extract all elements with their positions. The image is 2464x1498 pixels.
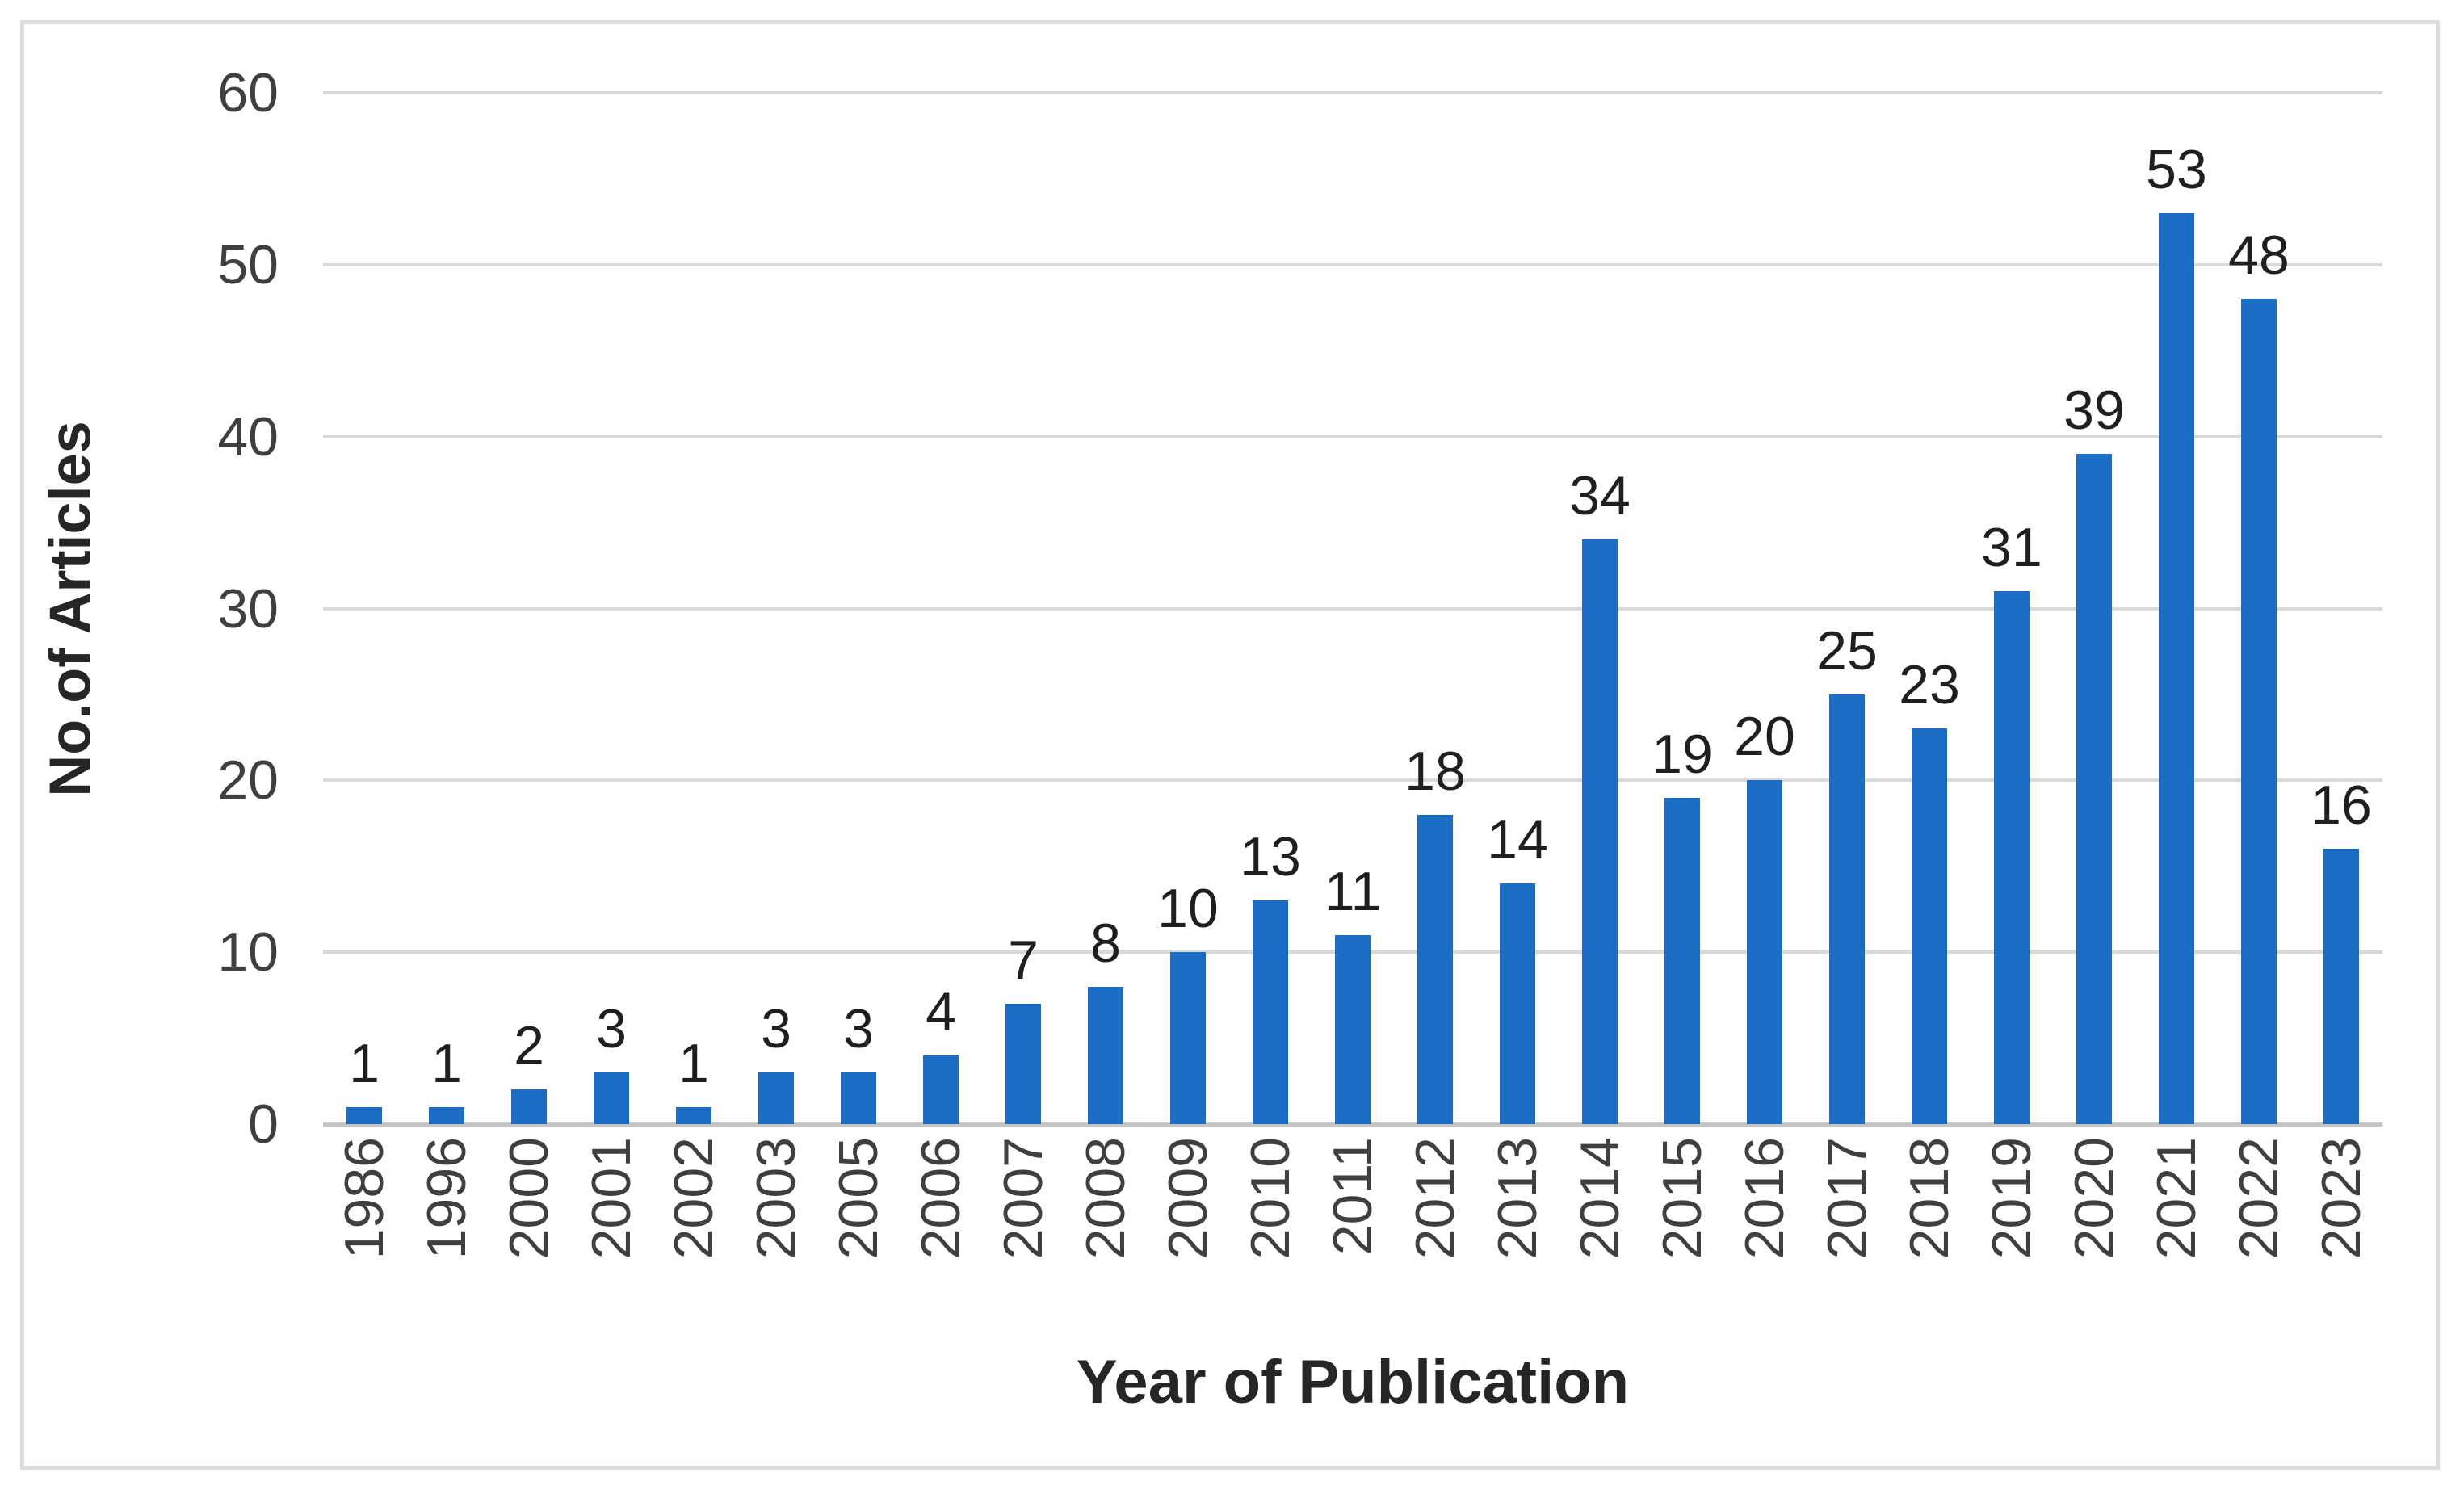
bar [923, 1055, 959, 1124]
bar-value-label: 31 [1981, 517, 2042, 579]
y-tick-label: 20 [217, 749, 279, 812]
bar-value-label: 4 [926, 980, 956, 1043]
bar [1005, 1004, 1041, 1124]
y-tick-label: 10 [217, 921, 279, 984]
bar [2241, 299, 2277, 1124]
bar [346, 1106, 382, 1124]
x-tick-label: 2009 [1157, 1137, 1219, 1260]
bar [2159, 212, 2194, 1124]
x-tick-label: 2002 [663, 1137, 724, 1260]
x-axis-title: Year of Publication [1076, 1348, 1630, 1416]
bar-value-label: 11 [1324, 860, 1382, 922]
gridline [323, 606, 2382, 611]
x-tick-label: 2003 [745, 1137, 807, 1260]
chart-frame [20, 20, 2440, 1470]
x-tick-label: 2015 [1652, 1137, 1713, 1260]
gridline [323, 91, 2382, 94]
bar-value-label: 14 [1487, 809, 1548, 871]
x-axis-baseline [323, 1122, 2382, 1127]
gridline [323, 778, 2382, 783]
bar-value-label: 3 [843, 998, 874, 1060]
x-tick-label: 1996 [416, 1137, 477, 1260]
bar [429, 1106, 464, 1124]
bar [1335, 934, 1371, 1124]
bar [1994, 591, 2030, 1124]
y-tick-label: 40 [217, 405, 279, 468]
bar-value-label: 3 [596, 998, 627, 1060]
gridline [323, 434, 2382, 438]
x-tick-label: 2014 [1569, 1137, 1631, 1260]
bar-value-label: 8 [1090, 912, 1121, 974]
x-tick-label: 2020 [2063, 1137, 2125, 1260]
bar-value-label: 20 [1734, 706, 1795, 768]
bar [594, 1072, 629, 1124]
x-tick-label: 1986 [334, 1137, 395, 1260]
x-tick-label: 2021 [2146, 1137, 2207, 1260]
bar [2323, 849, 2359, 1124]
bar-value-label: 13 [1240, 826, 1301, 888]
y-axis-tick-labels: 0 10 20 30 40 50 60 [0, 62, 279, 1155]
bar [758, 1072, 794, 1124]
plot-area: 1 1 2 3 1 3 3 4 7 8 10 13 11 18 14 34 19 20 25 23 31 39 53 48 16 [323, 91, 2382, 1127]
x-tick-label: 2000 [498, 1137, 560, 1260]
bar [1500, 883, 1535, 1124]
x-tick-label: 2005 [828, 1137, 889, 1260]
bar [1417, 814, 1453, 1124]
bar [1088, 986, 1123, 1124]
bar [1747, 780, 1782, 1124]
bar [511, 1089, 547, 1124]
bar [841, 1072, 876, 1124]
x-tick-label: 2017 [1816, 1137, 1878, 1260]
bar-value-label: 3 [761, 998, 791, 1060]
x-tick-label: 2018 [1899, 1137, 1960, 1260]
bar-value-label: 18 [1404, 740, 1466, 802]
y-tick-label: 0 [248, 1093, 279, 1155]
bar-value-label: 39 [2063, 379, 2125, 441]
bar-value-label: 34 [1569, 465, 1631, 527]
bar [1829, 694, 1865, 1124]
x-tick-label: 2007 [993, 1137, 1054, 1260]
x-tick-label: 2016 [1734, 1137, 1795, 1260]
x-tick-label: 2006 [910, 1137, 972, 1260]
bar-value-label: 19 [1652, 723, 1713, 785]
x-tick-label: 2011 [1322, 1137, 1383, 1256]
bar-value-label: 23 [1899, 654, 1960, 716]
bar [1253, 900, 1288, 1124]
bar [1664, 797, 1700, 1124]
bar [1170, 952, 1206, 1124]
gridline [323, 262, 2382, 266]
x-tick-label: 2013 [1487, 1137, 1548, 1260]
x-tick-label: 2008 [1075, 1137, 1136, 1260]
x-axis-tick-labels: 1986 1996 2000 2001 2002 2003 2005 2006 2007 2008… [323, 1137, 2382, 1363]
bar [1912, 728, 1947, 1124]
bar [2076, 453, 2112, 1124]
bar-value-label: 10 [1157, 878, 1219, 940]
y-tick-label: 30 [217, 577, 279, 640]
bar-value-label: 25 [1816, 619, 1878, 682]
x-tick-label: 2022 [2228, 1137, 2290, 1260]
x-tick-label: 2019 [1981, 1137, 2042, 1260]
bar [676, 1106, 711, 1124]
bar-value-label: 1 [678, 1032, 709, 1094]
y-tick-label: 60 [217, 62, 279, 124]
bar-value-label: 7 [1008, 929, 1039, 992]
bar-value-label: 1 [431, 1032, 462, 1094]
x-tick-label: 2012 [1404, 1137, 1466, 1260]
bar-value-label: 16 [2311, 774, 2372, 837]
y-tick-label: 50 [217, 233, 279, 296]
bar-value-label: 2 [514, 1015, 544, 1077]
bar-value-label: 53 [2146, 138, 2207, 200]
bar-value-label: 1 [349, 1032, 380, 1094]
bar [1582, 539, 1618, 1124]
bar-value-label: 48 [2228, 224, 2290, 287]
x-tick-label: 2023 [2311, 1137, 2372, 1260]
x-tick-label: 2001 [581, 1137, 642, 1260]
x-tick-label: 2010 [1240, 1137, 1301, 1260]
